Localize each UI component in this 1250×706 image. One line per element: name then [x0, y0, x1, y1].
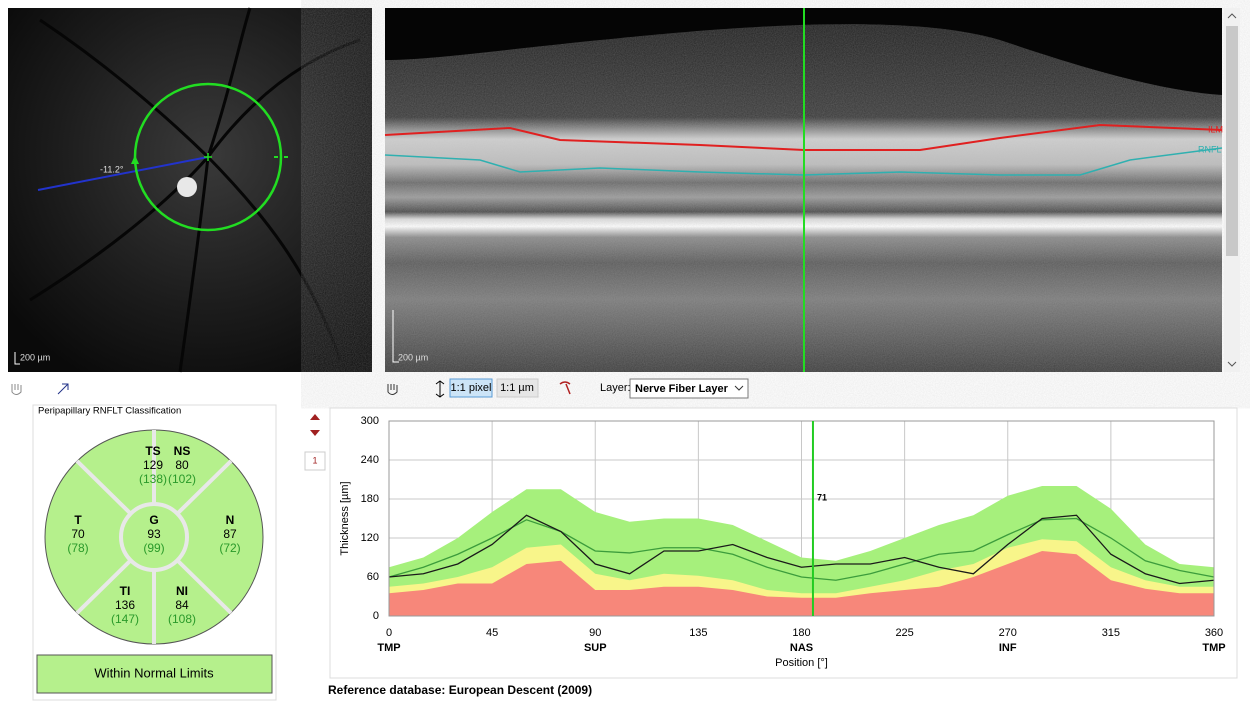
x-tick-label: 90	[589, 627, 601, 639]
y-tick-label: 0	[373, 610, 379, 622]
toolbar: 1:1 pixel 1:1 µm Layer: Nerve Fiber Laye…	[12, 379, 748, 398]
status: Within Normal Limits	[94, 665, 214, 680]
classification-panel: Peripapillary RNFLT Classification TS129…	[33, 405, 276, 700]
x-tick-label: 225	[895, 627, 913, 639]
layer-label: RNFL	[1198, 144, 1222, 154]
sector-reference: (138)	[139, 472, 167, 486]
x-tick-label: 0	[386, 627, 392, 639]
region-label: TMP	[1202, 642, 1225, 654]
page-number: 1	[312, 455, 317, 465]
region-label: TMP	[377, 642, 400, 654]
fundus-image: -11.2° 200 µm	[8, 8, 372, 372]
x-tick-label: 315	[1102, 627, 1120, 639]
sector-value: 93	[147, 527, 161, 541]
sector-reference: (72)	[219, 541, 240, 555]
y-axis-label: Thickness [µm]	[339, 481, 351, 555]
x-axis-label: Position [°]	[775, 657, 828, 669]
angle-label: -11.2°	[100, 164, 124, 174]
layer-label: Layer:	[600, 382, 631, 394]
sector-label: N	[226, 513, 235, 527]
x-tick-label: 270	[999, 627, 1017, 639]
page: { "fundus": {"angle_label": "-11.2°", "s…	[0, 0, 1250, 706]
sector-label: T	[74, 513, 82, 527]
sector-value: 129	[143, 458, 163, 472]
button-label: 1:1 pixel	[451, 382, 492, 394]
x-tick-label: 360	[1205, 627, 1223, 639]
region-label: NAS	[790, 642, 813, 654]
sector-reference: (108)	[168, 612, 196, 626]
page-up[interactable]	[310, 414, 320, 420]
region-label: SUP	[584, 642, 607, 654]
sector-value: 84	[175, 598, 189, 612]
panel-title: Peripapillary RNFLT Classification	[38, 406, 181, 417]
sector-value: 80	[175, 458, 189, 472]
pan-tool[interactable]	[12, 384, 21, 395]
scale-label: 200 µm	[398, 352, 428, 362]
sector-value: 70	[71, 527, 85, 541]
sector-label: TS	[145, 444, 160, 458]
sector-label: NI	[176, 584, 188, 598]
sector-reference: (99)	[143, 541, 164, 555]
measure-tool[interactable]	[58, 384, 68, 394]
y-tick-label: 60	[367, 571, 379, 583]
x-tick-label: 45	[486, 627, 498, 639]
sector-label: TI	[120, 584, 131, 598]
button-label: 1:1 µm	[500, 382, 534, 394]
sector-value: 136	[115, 598, 135, 612]
sector-reference: (147)	[111, 612, 139, 626]
dropdown-value: Nerve Fiber Layer	[635, 383, 729, 395]
x-tick-label: 135	[689, 627, 707, 639]
y-tick-label: 240	[361, 454, 379, 466]
x-tick-label: 180	[792, 627, 810, 639]
pan-tool[interactable]	[388, 384, 397, 395]
y-tick-label: 300	[361, 415, 379, 427]
y-tick-label: 180	[361, 493, 379, 505]
sector-value: 87	[223, 527, 237, 541]
page-down[interactable]	[310, 430, 320, 436]
footer: Reference database: European Descent (20…	[328, 683, 592, 697]
region-label: INF	[999, 642, 1017, 654]
oct-image: 200 µm ILM RNFL	[385, 8, 1240, 372]
cursor-value: 71	[817, 492, 827, 502]
sector-reference: (78)	[67, 541, 88, 555]
screen: -11.2° 200 µm 200 µm ILM RNFL 1:1 pixel …	[0, 0, 1250, 706]
sector-reference: (102)	[168, 472, 196, 486]
sector-label: NS	[174, 444, 191, 458]
y-tick-label: 120	[361, 532, 379, 544]
fit-icon[interactable]	[436, 381, 444, 397]
edit-tool[interactable]	[560, 382, 570, 394]
sector-label: G	[149, 513, 158, 527]
scale-label: 200 µm	[20, 352, 50, 362]
layer-label: ILM	[1208, 124, 1223, 134]
